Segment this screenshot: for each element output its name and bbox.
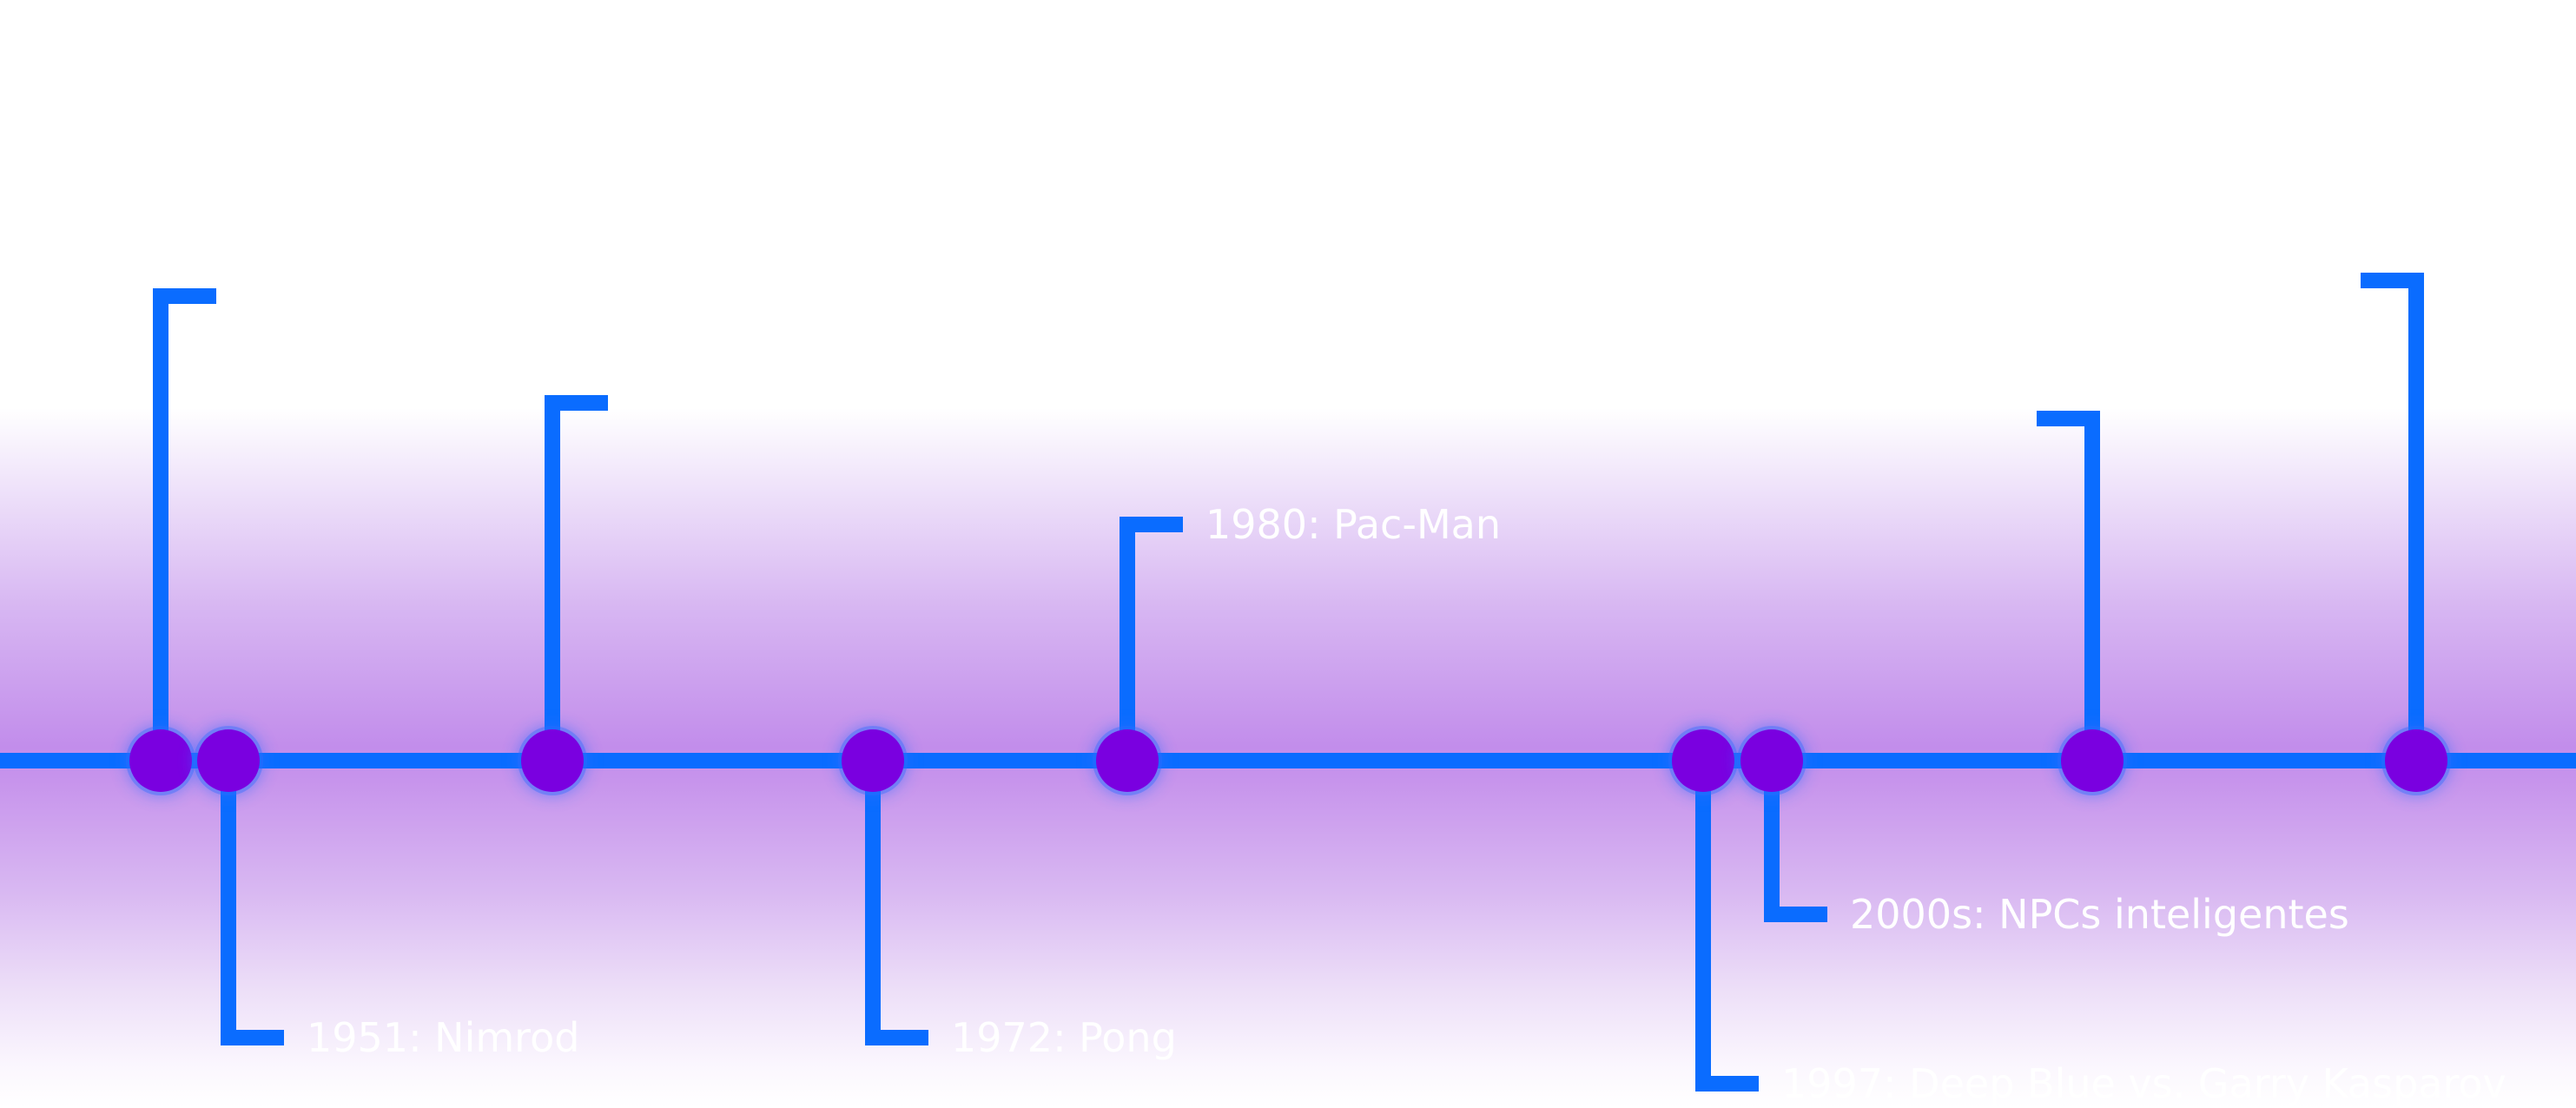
event-node-8 [2061, 729, 2124, 792]
event-connector-8 [2037, 411, 2100, 761]
event-connector-6 [1695, 761, 1759, 1092]
event-node-9 [2385, 729, 2447, 792]
event-label-6: 1997: Deep Blue vs. Garry Kasparov [1781, 1060, 2507, 1107]
event-node-4 [842, 729, 904, 792]
event-node-5 [1096, 729, 1159, 792]
event-connector-1 [153, 288, 216, 761]
event-connector-7 [1764, 761, 1827, 922]
event-node-7 [1740, 729, 1803, 792]
event-node-1 [129, 729, 192, 792]
event-label-7: 2000s: NPCs inteligentes [1850, 891, 2349, 938]
event-connector-2 [221, 761, 284, 1045]
event-node-6 [1672, 729, 1734, 792]
event-connector-5 [1120, 517, 1183, 761]
event-label-5: 1980: Pac-Man [1205, 501, 1501, 548]
event-connector-3 [545, 395, 608, 761]
event-connector-4 [865, 761, 928, 1045]
event-node-3 [521, 729, 584, 792]
event-label-2: 1951: Nimrod [307, 1014, 579, 1061]
event-node-2 [197, 729, 260, 792]
event-label-4: 1972: Pong [951, 1014, 1177, 1061]
event-connector-9 [2361, 273, 2424, 761]
